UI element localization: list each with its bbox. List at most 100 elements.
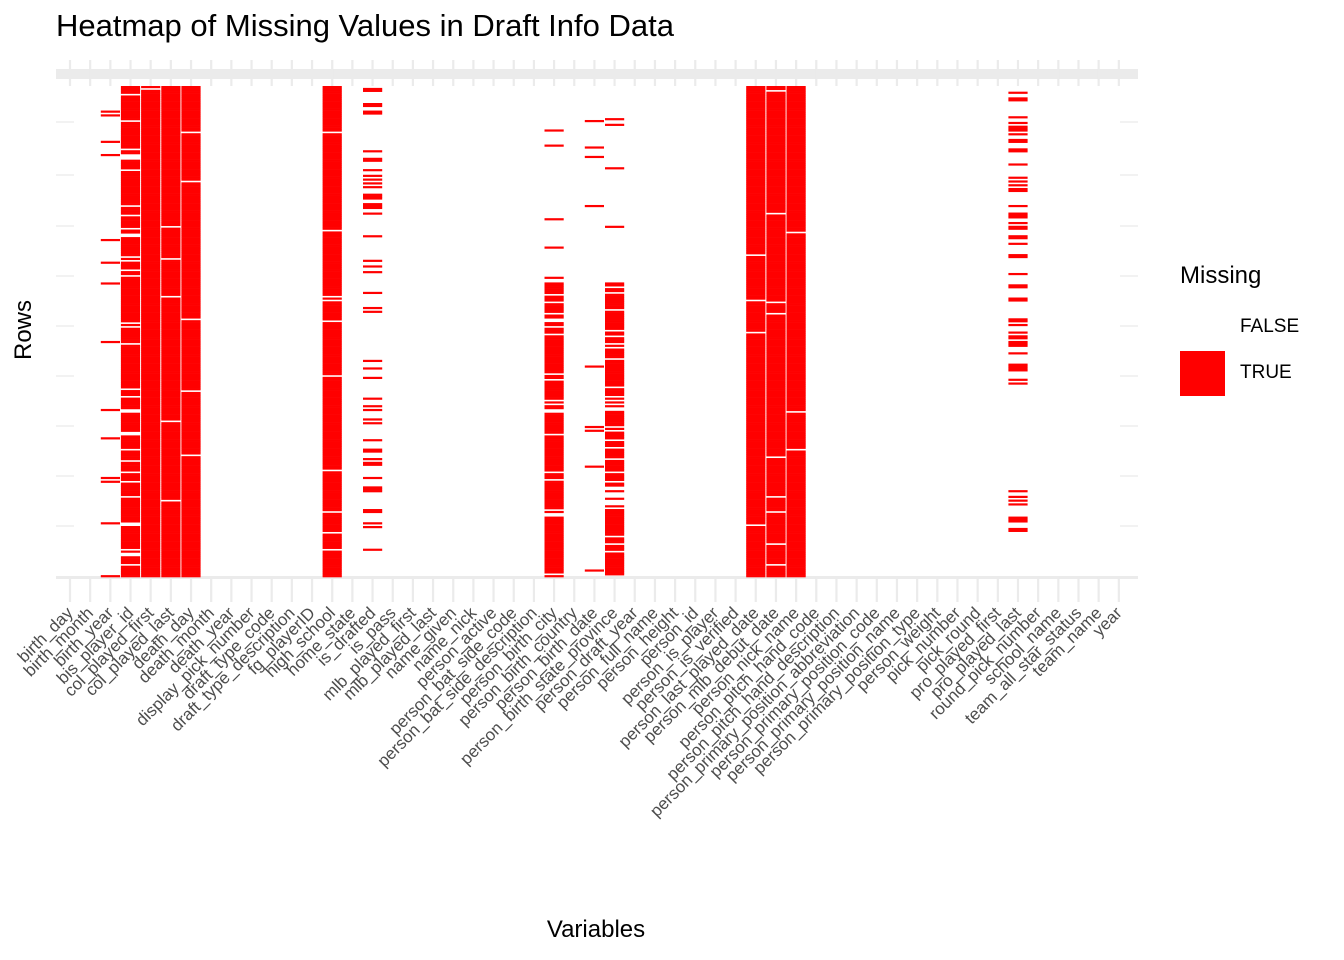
heatmap-cells	[100, 86, 1028, 578]
heatmap-cell-missing	[544, 303, 564, 306]
heatmap-cell-missing	[786, 486, 806, 489]
heatmap-cell-missing	[161, 169, 181, 172]
heatmap-cell-missing	[141, 437, 161, 440]
heatmap-cell-missing	[786, 380, 806, 383]
heatmap-cell-missing	[161, 112, 181, 115]
heatmap-cell-missing	[322, 458, 342, 461]
heatmap-cell-missing	[786, 329, 806, 332]
heatmap-cell-missing	[544, 497, 564, 500]
heatmap-cell-missing	[181, 97, 201, 100]
heatmap-cell-missing	[766, 155, 786, 159]
heatmap-cell-missing	[766, 537, 786, 540]
heatmap-cell-missing	[161, 144, 181, 147]
heatmap-cell-missing	[120, 550, 141, 553]
heatmap-cell-missing	[786, 509, 806, 512]
heatmap-cell-missing	[322, 159, 342, 162]
heatmap-cell-missing	[605, 548, 625, 551]
heatmap-cell-missing	[100, 153, 120, 157]
heatmap-cell-missing	[181, 265, 201, 268]
heatmap-cell-missing	[766, 278, 786, 281]
heatmap-cell-missing	[181, 359, 201, 363]
heatmap-cell-missing	[322, 221, 342, 225]
heatmap-cell-missing	[766, 405, 786, 408]
heatmap-cell-missing	[363, 450, 383, 453]
heatmap-cell-missing	[544, 352, 564, 355]
heatmap-cell-missing	[786, 189, 806, 193]
heatmap-cell-missing	[766, 172, 786, 176]
heatmap-cell-missing	[161, 133, 181, 136]
heatmap-cell-missing	[605, 452, 625, 455]
heatmap-cell-missing	[161, 303, 181, 306]
heatmap-cell-missing	[181, 533, 201, 536]
heatmap-cell-missing	[141, 533, 161, 536]
heatmap-cell-missing	[786, 342, 806, 346]
heatmap-cell-missing	[161, 248, 181, 251]
heatmap-cell-missing	[161, 337, 181, 340]
heatmap-cell-missing	[322, 346, 342, 349]
heatmap-cell-missing	[181, 195, 201, 198]
heatmap-cell-missing	[322, 227, 342, 230]
heatmap-cell-missing	[605, 352, 625, 355]
heatmap-cell-missing	[161, 465, 181, 468]
heatmap-cell-missing	[141, 208, 161, 211]
heatmap-cell-missing	[746, 518, 766, 521]
heatmap-cell-missing	[322, 384, 342, 387]
heatmap-cell-missing	[161, 348, 181, 351]
heatmap-cell-missing	[322, 382, 342, 385]
heatmap-cell-missing	[181, 218, 201, 221]
heatmap-cell-missing	[766, 558, 786, 561]
heatmap-cell-missing	[544, 569, 564, 572]
heatmap-cell-missing	[141, 340, 161, 344]
heatmap-cell-missing	[605, 350, 625, 353]
heatmap-cell-missing	[766, 520, 786, 523]
heatmap-cell-missing	[120, 103, 141, 106]
heatmap-cell-missing	[605, 382, 625, 385]
heatmap-cell-missing	[766, 129, 786, 132]
heatmap-cell-missing	[181, 493, 201, 497]
heatmap-cell-missing	[605, 414, 625, 417]
heatmap-cell-missing	[746, 390, 766, 393]
heatmap-cell-missing	[141, 535, 161, 538]
heatmap-cell-missing	[161, 118, 181, 121]
heatmap-cell-missing	[181, 242, 201, 245]
heatmap-cell-missing	[181, 480, 201, 483]
heatmap-cell-missing	[161, 252, 181, 255]
heatmap-cell-missing	[746, 393, 766, 397]
heatmap-cell-missing	[161, 560, 181, 563]
heatmap-cell-missing	[544, 461, 564, 464]
heatmap-cell-missing	[766, 310, 786, 313]
heatmap-cell-missing	[584, 146, 604, 149]
heatmap-cell-missing	[141, 412, 161, 415]
heatmap-cell-missing	[161, 437, 181, 440]
heatmap-cell-missing	[141, 403, 161, 406]
heatmap-cell-missing	[161, 165, 181, 168]
heatmap-cell-missing	[584, 569, 604, 572]
heatmap-cell-missing	[322, 272, 342, 276]
heatmap-cell-missing	[141, 344, 161, 347]
heatmap-cell-missing	[141, 161, 161, 164]
heatmap-cell-missing	[786, 197, 806, 200]
heatmap-cell-missing	[746, 310, 766, 313]
heatmap-cell-missing	[544, 376, 564, 380]
heatmap-cell-missing	[141, 293, 161, 296]
heatmap-cell-missing	[141, 118, 161, 121]
heatmap-cell-missing	[544, 490, 564, 493]
heatmap-cell-missing	[141, 376, 161, 380]
heatmap-cell-missing	[544, 435, 564, 438]
heatmap-cell-missing	[363, 174, 383, 177]
heatmap-cell-missing	[141, 467, 161, 470]
heatmap-cell-missing	[181, 503, 201, 506]
heatmap-cell-missing	[544, 556, 564, 559]
heatmap-cell-missing	[141, 99, 161, 102]
heatmap-cell-missing	[786, 363, 806, 366]
heatmap-cell-missing	[766, 259, 786, 262]
heatmap-cell-missing	[181, 161, 201, 164]
heatmap-cell-missing	[1008, 490, 1028, 493]
heatmap-cell-missing	[120, 323, 141, 327]
heatmap-cell-missing	[746, 469, 766, 472]
heatmap-cell-missing	[746, 401, 766, 404]
heatmap-cell-missing	[605, 527, 625, 531]
heatmap-cell-missing	[786, 233, 806, 236]
heatmap-cell-missing	[746, 244, 766, 247]
heatmap-cell-missing	[100, 238, 120, 242]
